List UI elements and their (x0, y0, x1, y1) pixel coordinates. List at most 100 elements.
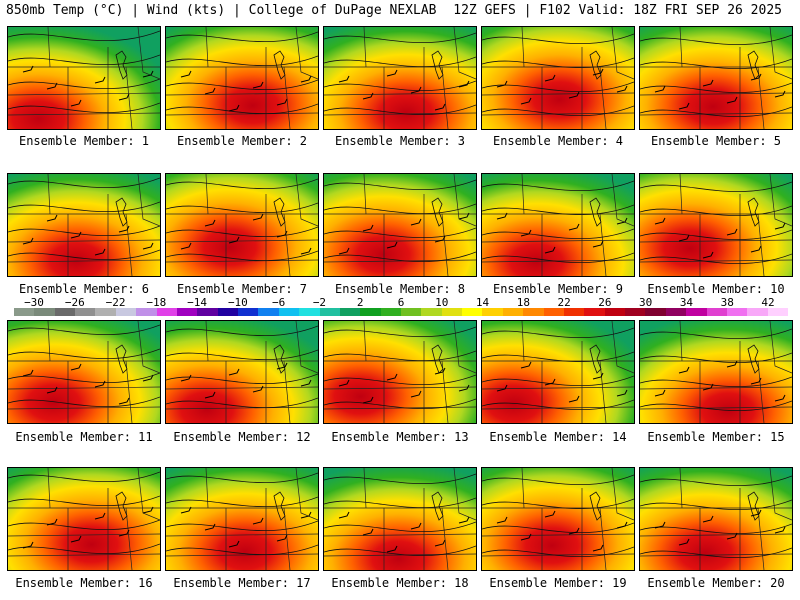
scale-tick-label: −18 (146, 296, 167, 309)
color-swatch (421, 308, 443, 316)
color-swatch (380, 308, 402, 316)
member-label-2: Ensemble Member: 2 (176, 134, 308, 148)
member-map-16 (7, 467, 161, 571)
member-map-15 (639, 320, 793, 424)
member-map-3 (323, 26, 477, 130)
scale-tick-label: 18 (516, 296, 530, 309)
member-label-1: Ensemble Member: 1 (18, 134, 150, 148)
member-label-15: Ensemble Member: 15 (647, 430, 785, 444)
scale-tick-label: 2 (356, 296, 364, 309)
color-swatch (625, 308, 646, 316)
color-swatch (767, 308, 789, 316)
scale-tick-label: 30 (639, 296, 653, 309)
color-swatch (156, 308, 178, 316)
scale-tick-label: −22 (105, 296, 126, 309)
color-swatch (14, 308, 35, 316)
color-swatch (238, 308, 259, 316)
member-map-6 (7, 173, 161, 277)
color-swatch (176, 308, 198, 316)
member-label-5: Ensemble Member: 5 (650, 134, 782, 148)
member-map-8 (323, 173, 477, 277)
color-swatch (482, 308, 504, 316)
scale-tick-label: 26 (598, 296, 612, 309)
member-map-13 (323, 320, 477, 424)
color-swatch (339, 308, 361, 316)
member-label-16: Ensemble Member: 16 (15, 576, 153, 590)
member-label-6: Ensemble Member: 6 (18, 282, 150, 296)
member-map-9 (481, 173, 635, 277)
member-map-19 (481, 467, 635, 571)
member-map-14 (481, 320, 635, 424)
color-swatch (543, 308, 565, 316)
member-map-4 (481, 26, 635, 130)
color-swatch (726, 308, 748, 316)
color-swatch (563, 308, 585, 316)
member-map-12 (165, 320, 319, 424)
member-map-20 (639, 467, 793, 571)
color-swatch (54, 308, 76, 316)
scale-tick-label: −2 (312, 296, 327, 309)
member-label-4: Ensemble Member: 4 (492, 134, 624, 148)
color-swatch (441, 308, 463, 316)
color-swatch (523, 308, 545, 316)
color-swatch (299, 308, 321, 316)
color-swatch (604, 308, 626, 316)
member-map-11 (7, 320, 161, 424)
scale-tick-label: 42 (761, 296, 775, 309)
color-swatch (502, 308, 524, 316)
scale-tick-label: −26 (64, 296, 85, 309)
color-swatch (686, 308, 708, 316)
color-swatch (360, 308, 382, 316)
scale-tick-label: −14 (187, 296, 208, 309)
color-swatch (115, 308, 137, 316)
member-label-13: Ensemble Member: 13 (331, 430, 469, 444)
scale-tick-label: 34 (679, 296, 694, 309)
color-swatch (747, 308, 769, 316)
member-label-11: Ensemble Member: 11 (15, 430, 153, 444)
color-swatch (75, 308, 96, 316)
color-swatch (645, 308, 667, 316)
member-map-10 (639, 173, 793, 277)
valid-time: 12Z GEFS | F102 Valid: 18Z FRI SEP 26 20… (453, 3, 782, 18)
color-swatch (706, 308, 728, 316)
color-swatch (401, 308, 422, 316)
scale-tick-label: −6 (272, 296, 286, 309)
color-swatch (136, 308, 158, 316)
member-map-17 (165, 467, 319, 571)
scale-tick-label: 38 (720, 296, 734, 309)
scale-tick-label: −10 (227, 296, 248, 309)
color-swatch (665, 308, 687, 316)
member-label-10: Ensemble Member: 10 (647, 282, 785, 296)
color-swatch (95, 308, 117, 316)
member-label-14: Ensemble Member: 14 (489, 430, 627, 444)
color-swatch (584, 308, 606, 316)
member-map-18 (323, 467, 477, 571)
color-swatch (217, 308, 239, 316)
member-map-5 (639, 26, 793, 130)
scale-tick-label: 14 (475, 296, 490, 309)
member-map-2 (165, 26, 319, 130)
scale-tick-label: −30 (24, 296, 44, 309)
scale-tick-label: 6 (397, 296, 405, 309)
member-label-8: Ensemble Member: 8 (334, 282, 466, 296)
scale-tick-label: 22 (557, 296, 571, 309)
member-map-7 (165, 173, 319, 277)
member-map-1 (7, 26, 161, 130)
member-label-3: Ensemble Member: 3 (334, 134, 466, 148)
color-swatch (462, 308, 483, 316)
member-label-17: Ensemble Member: 17 (173, 576, 311, 590)
scale-tick-label: 10 (435, 296, 449, 309)
member-label-9: Ensemble Member: 9 (492, 282, 624, 296)
member-label-12: Ensemble Member: 12 (173, 430, 311, 444)
color-swatch (34, 308, 56, 316)
member-label-7: Ensemble Member: 7 (176, 282, 308, 296)
chart-title: 850mb Temp (°C) | Wind (kts) | College o… (6, 3, 437, 18)
color-scale: −30 −26 −22 −18 −14 −10 −6 −2 2 6 10 14 18 22 26 30 34 38… (14, 296, 789, 320)
member-label-20: Ensemble Member: 20 (647, 576, 785, 590)
color-swatch (197, 308, 219, 316)
color-swatch (319, 308, 341, 316)
color-swatch (278, 308, 300, 316)
member-label-18: Ensemble Member: 18 (331, 576, 469, 590)
member-label-19: Ensemble Member: 19 (489, 576, 627, 590)
color-swatch (258, 308, 280, 316)
